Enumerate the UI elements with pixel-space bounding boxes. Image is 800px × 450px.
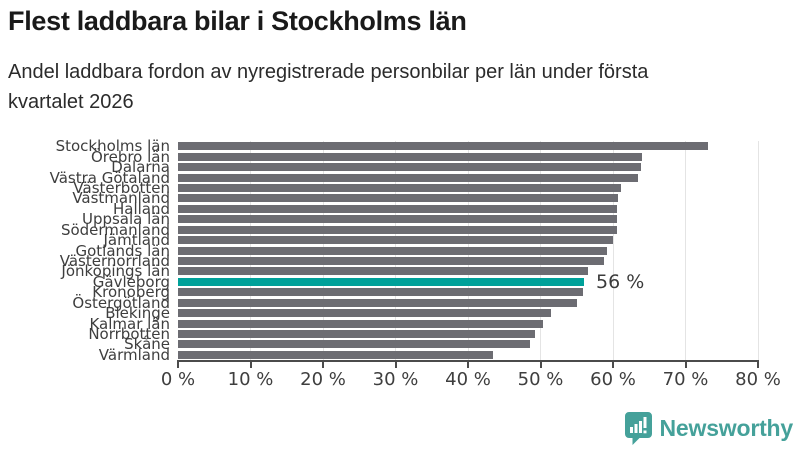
bar-s-dermanland [178, 225, 617, 234]
y-tick-label: Västernorrland [59, 251, 170, 270]
x-tick-label: 60 % [590, 369, 636, 390]
x-tick-label: 80 % [735, 369, 781, 390]
bar-v-rmland [178, 350, 493, 359]
x-axis-tick-50 [539, 360, 542, 368]
chart-subtitle: Andel laddbara fordon av nyregistrerade … [8, 57, 798, 117]
y-tick-label: Västmanland [72, 189, 170, 208]
bar-halland [178, 204, 618, 213]
bar-kalmar-l-n [178, 319, 544, 328]
x-axis-tick-10 [249, 360, 252, 368]
y-tick-label: Örebro län [90, 147, 170, 166]
y-tick-label: Kalmar län [89, 314, 170, 333]
highlighted-bar-g-vleborg [178, 277, 584, 286]
grid-line-70 [685, 141, 686, 360]
bar-v-stra-g-taland [178, 173, 639, 182]
bar-v-sternorrland [178, 256, 604, 265]
bar-blekinge [178, 309, 551, 318]
x-axis-tick-20 [322, 360, 324, 368]
x-tick-label: 40 % [445, 369, 491, 390]
bar-norrbotten [178, 329, 535, 338]
y-tick-label: Värmland [98, 345, 170, 364]
y-tick-label: Skåne [124, 335, 170, 354]
chart-subtitle-line2: kvartalet 2026 [8, 91, 134, 113]
newsworthy-wordmark: Newsworthy [659, 415, 794, 441]
x-tick-label: 0 % [160, 369, 196, 390]
highlight-value-label: 56 % [596, 270, 645, 293]
bar-uppsala-l-n [178, 215, 618, 224]
bar--rebro-l-n [178, 152, 642, 161]
y-tick-label: Stockholms län [55, 137, 170, 156]
y-tick-label: Gävleborg [92, 272, 170, 291]
chart-title: Flest laddbara bilar i Stockholms län [8, 6, 467, 36]
bar-kronoberg [178, 288, 583, 297]
y-tick-label: Jämtland [103, 231, 171, 250]
y-tick-label: Kronoberg [92, 283, 170, 302]
plot-area [178, 141, 759, 360]
y-tick-label: Södermanland [60, 220, 170, 239]
bar-j-mtland [178, 236, 613, 245]
y-tick-label: Västerbotten [73, 178, 170, 197]
bar-sk-ne [178, 340, 531, 349]
x-axis-tick-30 [394, 360, 397, 368]
grid-line-60 [612, 141, 614, 360]
y-tick-label: Jönköpings län [61, 262, 170, 281]
x-tick-label: 10 % [227, 369, 274, 390]
x-axis-tick-80 [757, 360, 759, 368]
x-axis-tick-70 [684, 360, 687, 368]
bar-v-sterbotten [178, 183, 621, 192]
y-tick-label: Uppsala län [81, 210, 170, 229]
x-axis-tick-60 [612, 360, 614, 368]
grid-line-80 [757, 141, 759, 360]
y-tick-label: Halland [112, 199, 170, 218]
x-axis-tick-0 [177, 360, 179, 368]
y-tick-label: Västra Götaland [49, 168, 170, 187]
newsworthy-bar-chart-speech-bubble-icon [624, 412, 652, 445]
bar-v-stmanland [178, 194, 619, 203]
chart-subtitle-line1: Andel laddbara fordon av nyregistrerade … [8, 61, 649, 83]
bar-dalarna [178, 163, 642, 172]
x-tick-label: 30 % [372, 369, 419, 390]
y-tick-label: Dalarna [111, 158, 170, 177]
bar--sterg-tland [178, 298, 577, 307]
bar-stockholms-l-n [178, 142, 708, 151]
x-axis-tick-40 [467, 360, 469, 368]
y-tick-label: Gotlands län [75, 241, 170, 260]
x-tick-label: 70 % [662, 369, 709, 390]
bar-j-nk-pings-l-n [178, 267, 588, 276]
x-tick-label: 50 % [517, 369, 564, 390]
y-tick-label: Norrbotten [88, 324, 170, 343]
x-tick-label: 20 % [300, 369, 346, 390]
newsworthy-logo: Newsworthy [624, 412, 794, 445]
y-tick-label: Östergötland [72, 293, 170, 312]
y-tick-label: Blekinge [105, 304, 170, 323]
bar-gotlands-l-n [178, 246, 608, 255]
